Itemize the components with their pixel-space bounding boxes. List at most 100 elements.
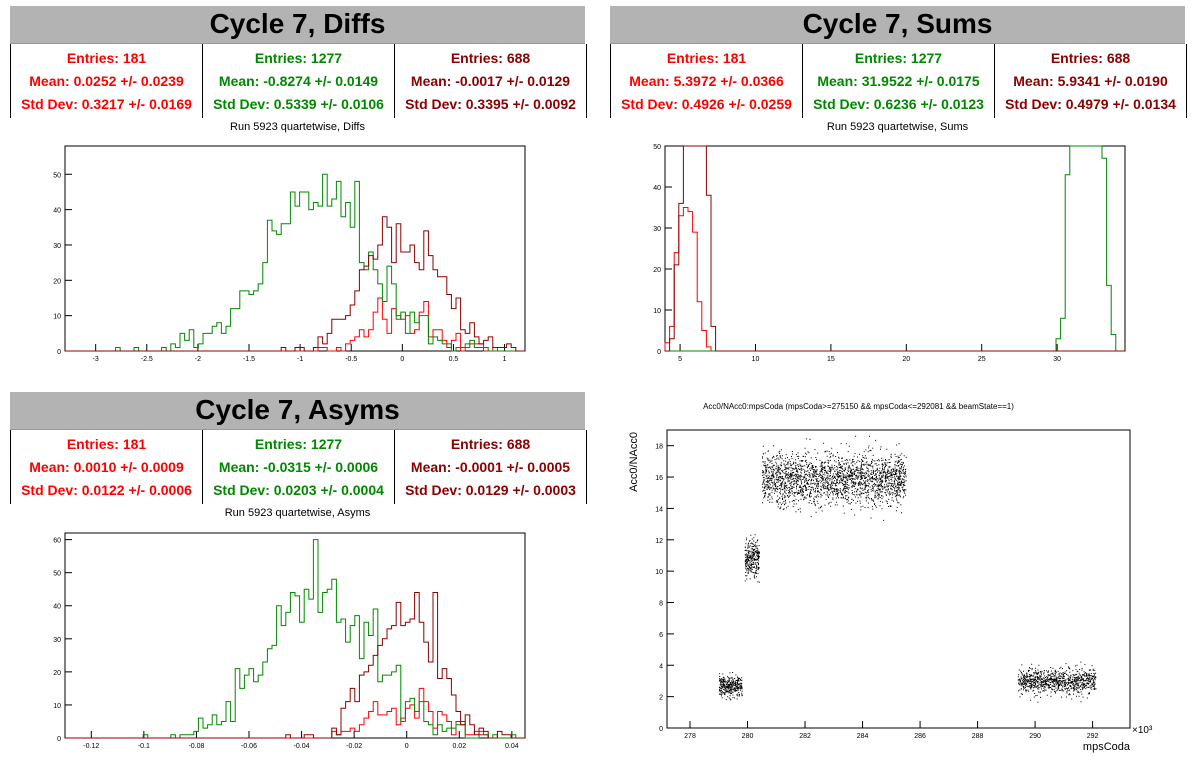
stats-darkred: Entries: 688 Mean: -0.0001 +/- 0.0005 St… (395, 430, 586, 504)
hist-series (65, 216, 525, 352)
std-label: Std Dev: 0.5339 +/- 0.0106 (213, 96, 384, 113)
sums-histogram: 5 10 15 20 25 30 0 10 20 30 40 50 (653, 144, 1126, 363)
mean-label: Mean: -0.8274 +/- 0.0149 (218, 72, 379, 89)
entries-label: Entries: 1277 (254, 435, 343, 452)
x-tick-label: -2 (195, 356, 201, 363)
asyms-histogram: -0.12 -0.1 -0.08 -0.06 -0.04 -0.02 0 0.02 0.04 0 1… (53, 532, 526, 750)
x-tick-label: 0 (400, 356, 404, 363)
std-label: Std Dev: 0.6236 +/- 0.0123 (813, 96, 984, 113)
std-label: Std Dev: 0.0203 +/- 0.0004 (213, 482, 384, 499)
std-label: Std Dev: 0.4979 +/- 0.0134 (1005, 96, 1176, 113)
x-tick-label: 290 (1029, 733, 1041, 740)
y-tick-label: 12 (655, 538, 663, 545)
x-tick-label: 0 (405, 743, 409, 750)
stats-darkred: Entries: 688 Mean: -0.0017 +/- 0.0129 St… (395, 44, 586, 118)
std-label: Std Dev: 0.3395 +/- 0.0092 (405, 96, 576, 113)
plot-frame (664, 145, 1126, 352)
x-tick-label: 280 (742, 733, 754, 740)
y-tick-label: 10 (53, 314, 61, 321)
std-label: Std Dev: 0.4926 +/- 0.0259 (621, 96, 792, 113)
entries-label: Entries: 1277 (254, 49, 343, 66)
x-tick-label: 1 (503, 356, 507, 363)
y-tick-label: 40 (53, 604, 61, 611)
plot-frame (666, 429, 1131, 729)
x-tick-label: 292 (1087, 733, 1099, 740)
sums-stats-box: Entries: 181 Mean: 5.3972 +/- 0.0366 Std… (610, 44, 1187, 118)
stats-darkred: Entries: 688 Mean: 5.9341 +/- 0.0190 Std… (995, 44, 1186, 118)
std-label: Std Dev: 0.0129 +/- 0.0003 (405, 482, 576, 499)
x-tick-label: -0.12 (83, 743, 99, 750)
y-axis-label: Acc0/NAcc0 (628, 432, 640, 492)
x-tick-label: -0.06 (241, 743, 257, 750)
std-label: Std Dev: 0.0122 +/- 0.0006 (21, 482, 192, 499)
scatter-title: Acc0/NAcc0:mpsCoda (mpsCoda>=275150 && m… (703, 402, 1014, 411)
y-tick-label: 10 (653, 308, 661, 315)
x-tick-label: -0.5 (345, 356, 357, 363)
sums-title: Cycle 7, Sums (610, 6, 1185, 44)
x-tick-label: 15 (827, 356, 835, 363)
y-tick-label: 14 (655, 506, 663, 513)
y-tick-label: 6 (659, 632, 663, 639)
x-axis-label: mpsCoda (1083, 741, 1131, 753)
stats-red: Entries: 181 Mean: 0.0010 +/- 0.0009 Std… (11, 430, 203, 504)
stats-red: Entries: 181 Mean: 0.0252 +/- 0.0239 Std… (11, 44, 203, 118)
x-tick-label: 5 (678, 356, 682, 363)
entries-label: Entries: 688 (450, 435, 531, 452)
mean-label: Mean: 31.9522 +/- 0.0175 (817, 72, 980, 89)
y-tick-label: 60 (53, 538, 61, 545)
x-tick-label: 0.04 (505, 743, 519, 750)
stats-green: Entries: 1277 Mean: 31.9522 +/- 0.0175 S… (803, 44, 995, 118)
x-tick-label: -0.04 (294, 743, 310, 750)
x-tick-label: -3 (93, 356, 99, 363)
entries-label: Entries: 1277 (854, 49, 943, 66)
diffs-title: Cycle 7, Diffs (10, 6, 585, 44)
y-tick-label: 4 (659, 663, 663, 670)
y-tick-label: 0 (57, 736, 61, 743)
x-tick-label: -2.5 (141, 356, 153, 363)
y-tick-label: 20 (53, 670, 61, 677)
y-tick-label: 30 (53, 243, 61, 250)
hist-series (665, 145, 1125, 352)
hist-series (65, 592, 525, 739)
mean-label: Mean: -0.0001 +/- 0.0005 (410, 458, 571, 475)
x-tick-label: 25 (978, 356, 986, 363)
y-tick-label: 0 (57, 349, 61, 356)
x-tick-label: -0.02 (346, 743, 362, 750)
x-tick-label: -1.5 (243, 356, 255, 363)
x-tick-label: -1 (297, 356, 303, 363)
mean-label: Mean: -0.0315 +/- 0.0006 (218, 458, 379, 475)
mean-label: Mean: 5.9341 +/- 0.0190 (1013, 72, 1168, 89)
x-tick-label: 0.02 (452, 743, 466, 750)
x-tick-label: 30 (1053, 356, 1061, 363)
y-tick-label: 2 (659, 695, 663, 702)
y-tick-label: 10 (655, 569, 663, 576)
stats-red: Entries: 181 Mean: 5.3972 +/- 0.0366 Std… (611, 44, 803, 118)
mpscoda-scatter: 278 280 282 284 286 288 290 292 0 2 4 6 8 10 12 14 16 18 A… (628, 402, 1153, 753)
x-axis-exponent: ×10³ (1132, 725, 1153, 736)
y-tick-label: 18 (655, 444, 663, 451)
x-tick-label: -0.1 (138, 743, 150, 750)
stats-green: Entries: 1277 Mean: -0.0315 +/- 0.0006 S… (203, 430, 395, 504)
entries-label: Entries: 688 (450, 49, 531, 66)
mean-label: Mean: 0.0252 +/- 0.0239 (29, 72, 184, 89)
x-tick-label: 288 (972, 733, 984, 740)
asyms-subtitle: Run 5923 quartetwise, Asyms (224, 507, 371, 519)
stats-green: Entries: 1277 Mean: -0.8274 +/- 0.0149 S… (203, 44, 395, 118)
x-tick-label: 284 (857, 733, 869, 740)
sums-subtitle: Run 5923 quartetwise, Sums (826, 121, 969, 133)
y-tick-label: 10 (53, 703, 61, 710)
diffs-subtitle: Run 5923 quartetwise, Diffs (230, 121, 365, 133)
asyms-title: Cycle 7, Asyms (10, 392, 585, 430)
x-tick-label: 0.5 (449, 356, 459, 363)
x-tick-label: 286 (914, 733, 926, 740)
entries-label: Entries: 688 (1050, 49, 1131, 66)
y-tick-label: 30 (53, 637, 61, 644)
plot-frame (64, 145, 526, 352)
scatter-points (719, 435, 1097, 703)
x-tick-label: 282 (799, 733, 811, 740)
y-tick-label: 40 (53, 208, 61, 215)
asyms-stats-box: Entries: 181 Mean: 0.0010 +/- 0.0009 Std… (10, 430, 587, 504)
y-tick-label: 20 (53, 278, 61, 285)
hist-series (665, 145, 1125, 352)
